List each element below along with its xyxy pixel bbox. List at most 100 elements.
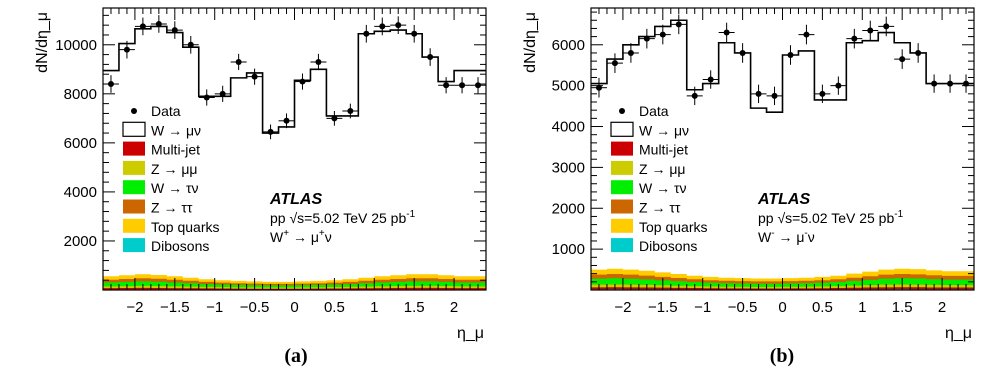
data-point [803,31,810,38]
data-point [915,49,922,56]
energy-lumi-label: pp √s=5.02 TeV 25 pb-1 [758,209,904,226]
data-point [899,56,906,63]
x-axis-label: η_μ [457,325,484,342]
legend-label: Dibosons [151,238,209,254]
data-point [691,92,698,99]
legend-swatch [123,238,145,253]
data-point [347,107,354,114]
panel-caption: (b) [770,345,794,367]
y-tick-label: 10000 [55,37,97,54]
data-point [251,73,258,80]
x-tick-label: 0.5 [324,299,345,316]
data-point [819,90,826,97]
channel-nu: ν [325,229,332,245]
data-point [203,94,210,101]
channel-mu-charge: - [804,228,807,239]
legend-swatch [611,141,633,156]
legend-label: Top quarks [639,219,707,235]
data-point [235,58,242,65]
legend-data-marker [131,108,137,114]
data-point [459,82,466,89]
data-point [659,31,666,38]
atlas-label: ATLAS [269,191,322,208]
legend-label: Z → ττ [639,200,681,216]
legend-swatch [123,218,145,233]
data-point [315,58,322,65]
legend-label: W → μν [639,122,689,138]
data-point [331,115,338,122]
data-point [675,21,682,28]
legend-swatch [611,238,633,253]
data-point [299,78,306,85]
legend-label: Z → μμ [639,161,685,177]
legend-swatch [611,180,633,195]
energy-lumi-label: pp √s=5.02 TeV 25 pb-1 [270,209,416,226]
legend-swatch [611,218,633,233]
legend-data-marker [619,108,625,114]
legend-swatch [123,199,145,214]
data-point [475,82,482,89]
y-tick-label: 2000 [64,233,97,250]
channel-label: W- → μ-ν [758,228,815,245]
y-tick-label: 4000 [552,119,585,136]
x-tick-label: −1 [694,299,711,316]
y-tick-label: 6000 [552,37,585,54]
data-point [883,23,890,30]
panel-a: −2 −1.5 −1 −0.5 0 0.5 1 1.5 2 2000 4000 6000 8000 100… [34,7,487,367]
panel-b: −2 −1.5 −1 −0.5 0 0.5 1 1.5 2 1000 2000 3000 4000 500… [522,7,975,367]
legend-label: Z → μμ [151,161,197,177]
data-point [867,27,874,34]
data-point [611,60,618,67]
channel-w: W [758,229,772,245]
legend-label: Dibosons [639,238,697,254]
data-point [723,29,730,36]
y-tick-label: 3000 [552,159,585,176]
x-tick-label: 0 [778,299,786,316]
channel-mu-charge: + [319,228,325,239]
legend-label: W → μν [151,122,201,138]
data-point [363,30,370,37]
y-tick-label: 6000 [64,135,97,152]
y-axis-label: dN/dη_μ [522,12,539,73]
x-tick-label: −0.5 [240,299,270,316]
data-point [187,41,194,48]
data-point [595,84,602,91]
x-tick-label: 1 [858,299,866,316]
data-point [787,52,794,58]
lumi-exponent: -1 [406,209,415,220]
x-tick-label: −2 [126,299,143,316]
data-point [835,82,842,89]
panel-caption: (a) [284,345,307,367]
x-tick-label: −1 [206,299,223,316]
data-point [947,80,954,87]
data-point [707,76,714,83]
data-point [443,82,450,89]
legend-swatch [611,199,633,214]
legend-swatch [122,121,146,137]
y-tick-label: 1000 [552,241,585,258]
data-point [107,81,114,88]
data-point [219,90,226,97]
channel-w: W [270,229,284,245]
x-tick-label: −1.5 [160,299,190,316]
x-tick-label: 2 [938,299,946,316]
data-point [283,117,290,124]
x-axis-label: η_μ [945,325,972,342]
data-point [411,30,418,37]
y-tick-label: 5000 [552,78,585,95]
legend-swatch [610,121,634,137]
x-tick-label: 0 [290,299,298,316]
legend-label: Data [151,103,181,119]
data-point [771,92,778,99]
data-point [643,35,650,42]
x-tick-label: 0.5 [812,299,833,316]
legend-label: Top quarks [151,219,219,235]
channel-nu: ν [808,229,815,245]
x-tick-label: −2 [614,299,631,316]
channel-arrow-mu: → μ [289,229,319,245]
legend-label: W → τν [151,180,199,196]
x-tick-label: 2 [450,299,458,316]
lumi-exponent: -1 [894,209,903,220]
data-point [627,49,634,56]
